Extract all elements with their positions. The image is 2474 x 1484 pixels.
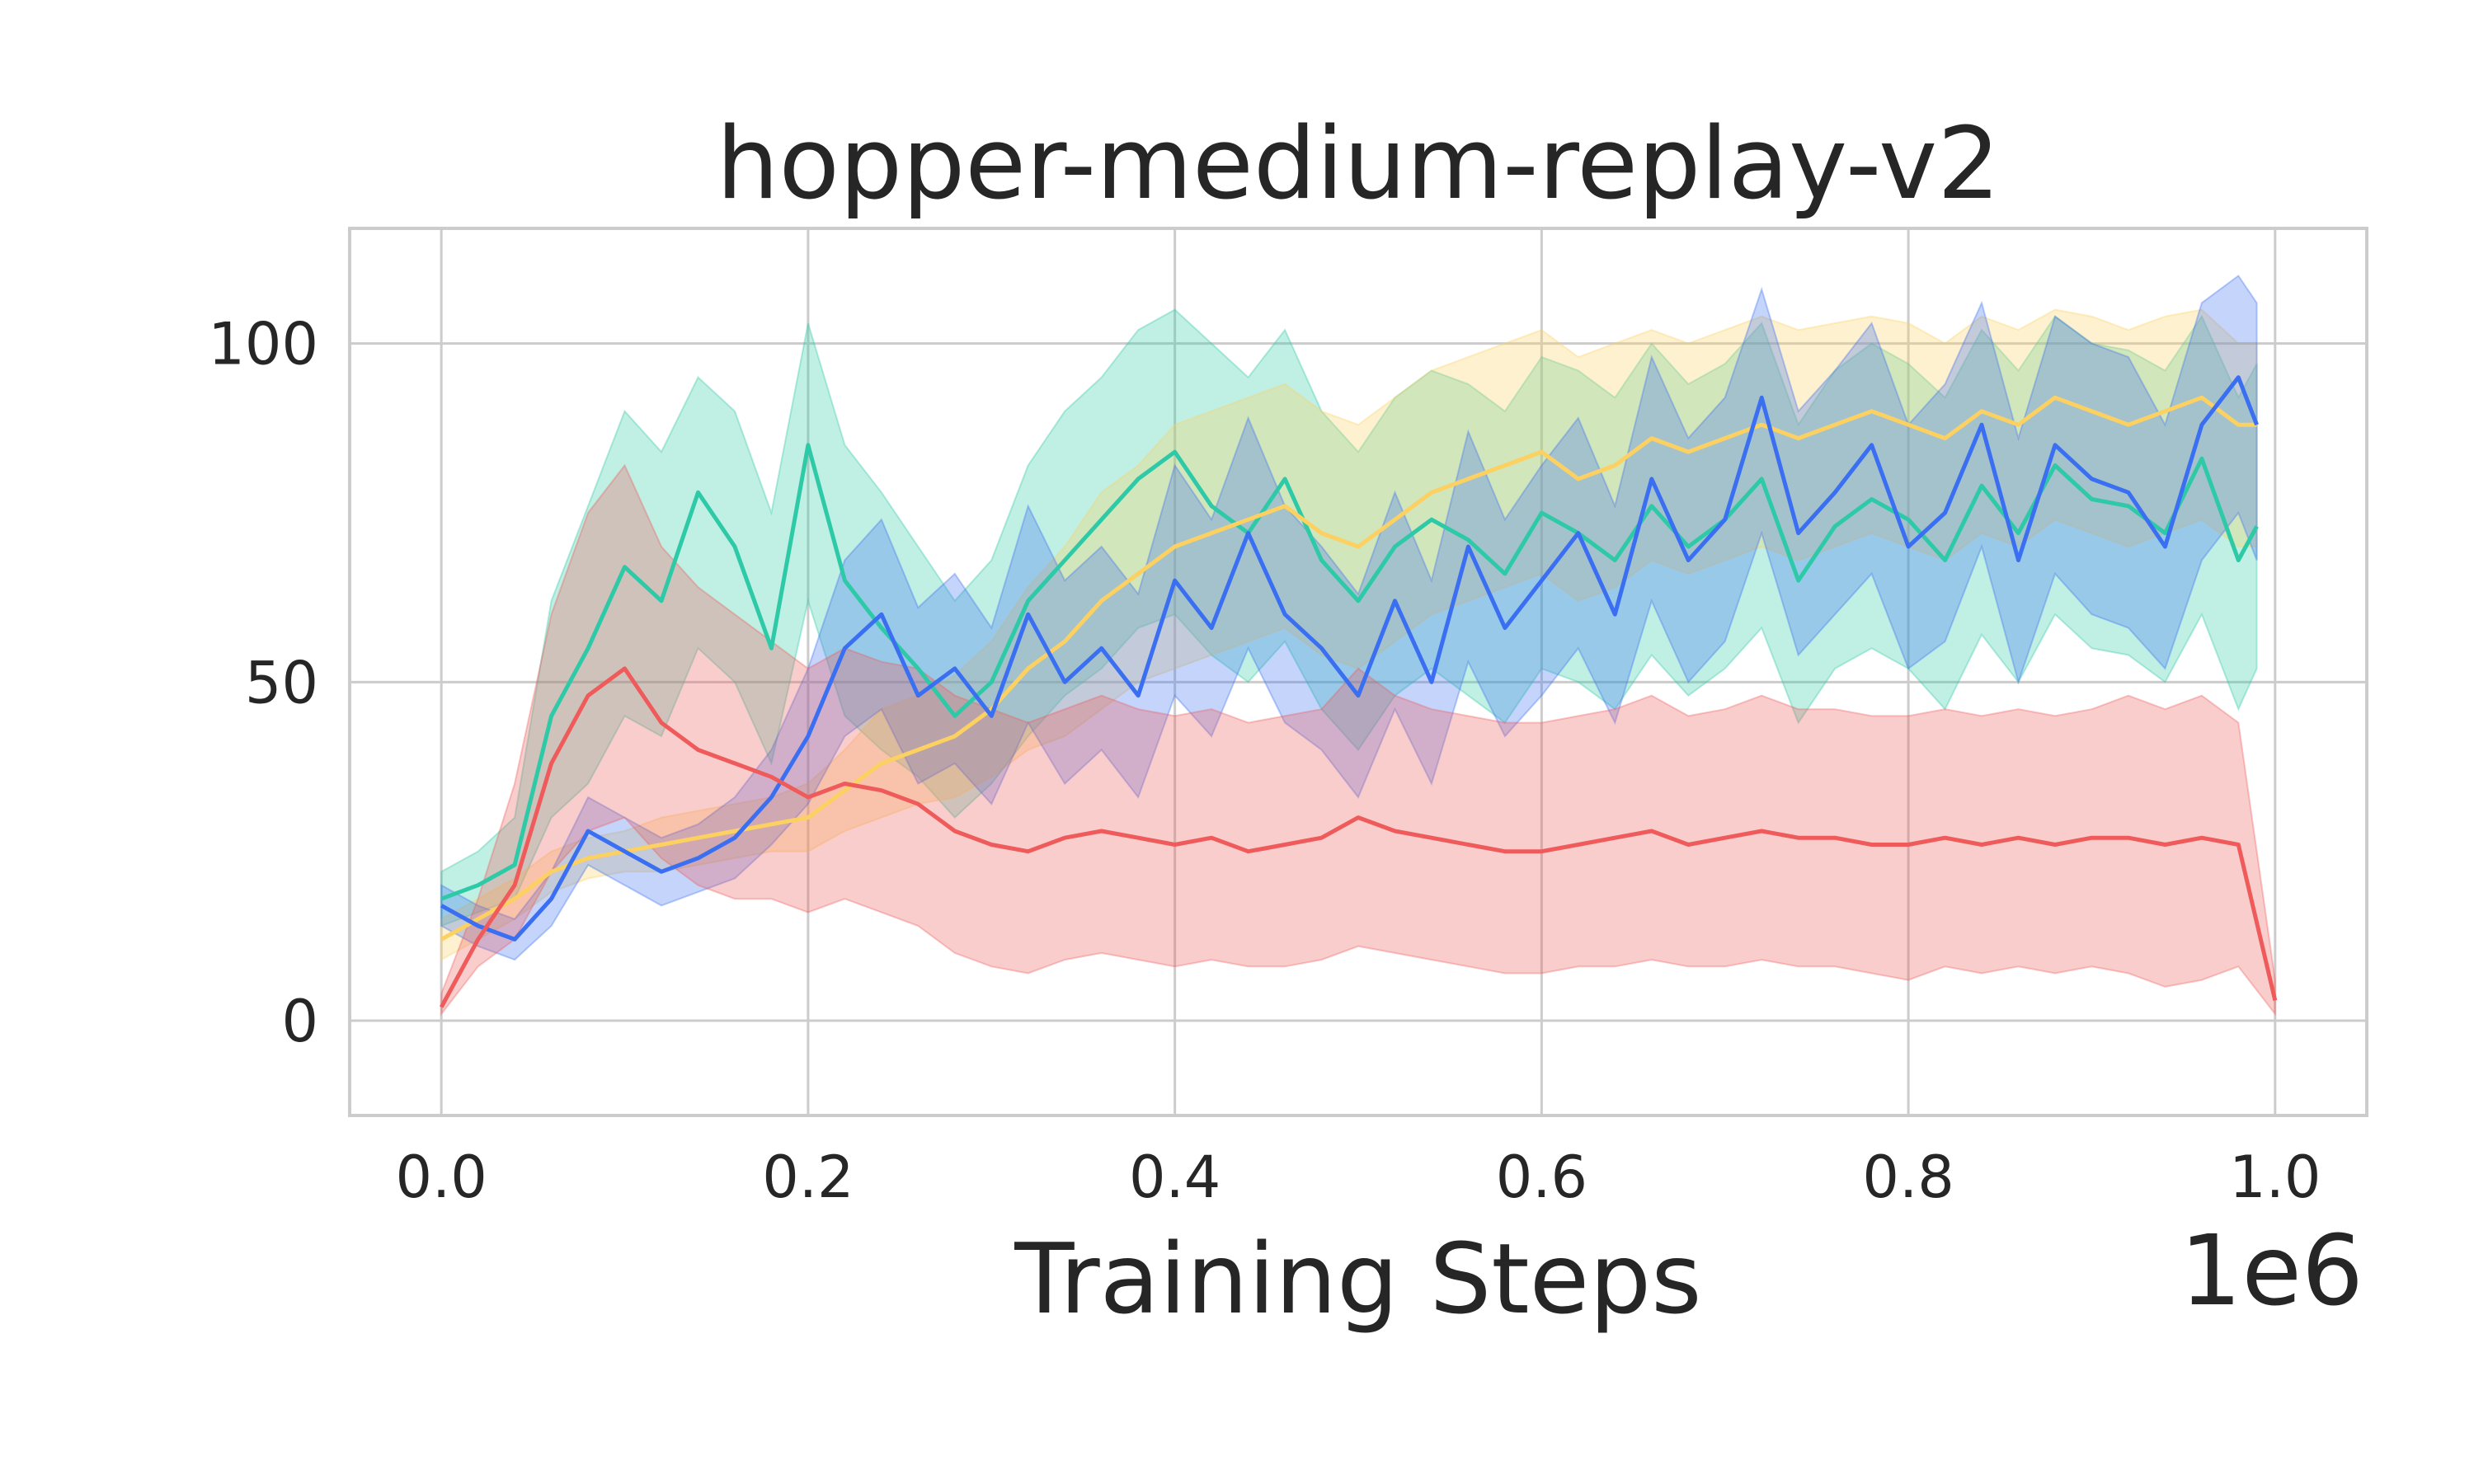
series-layer <box>440 275 2278 1017</box>
y-tick-label: 100 <box>208 311 318 378</box>
x-tick-label: 0.4 <box>1129 1144 1221 1211</box>
series-1-band <box>440 308 2258 928</box>
x-tick-label: 0.0 <box>396 1144 487 1211</box>
series-1-line <box>440 443 2259 901</box>
x-tick-label: 1.0 <box>2229 1144 2321 1211</box>
grid-layer <box>350 228 2367 1115</box>
x-tick-label: 0.6 <box>1496 1144 1587 1211</box>
series-2-line <box>440 395 2257 942</box>
chart-title: hopper-medium-replay-v2 <box>716 107 2000 222</box>
x-tick-label: 0.8 <box>1862 1144 1954 1211</box>
series-4-line <box>440 666 2278 1008</box>
plot-frame <box>348 227 2368 1117</box>
x-axis-label: Training Steps <box>1014 1222 1701 1336</box>
x-tick-label: 0.2 <box>762 1144 854 1211</box>
tick-layer: 0.0 0.2 0.4 0.6 0.8 1.0 0 50 100 <box>208 311 2321 1211</box>
series-3-line <box>440 375 2259 942</box>
y-tick-label: 0 <box>281 988 318 1055</box>
series-4-band <box>440 463 2276 1017</box>
y-tick-label: 50 <box>245 649 318 716</box>
x-axis-offset-label: 1e6 <box>2180 1214 2363 1327</box>
series-3-band <box>440 275 2258 961</box>
